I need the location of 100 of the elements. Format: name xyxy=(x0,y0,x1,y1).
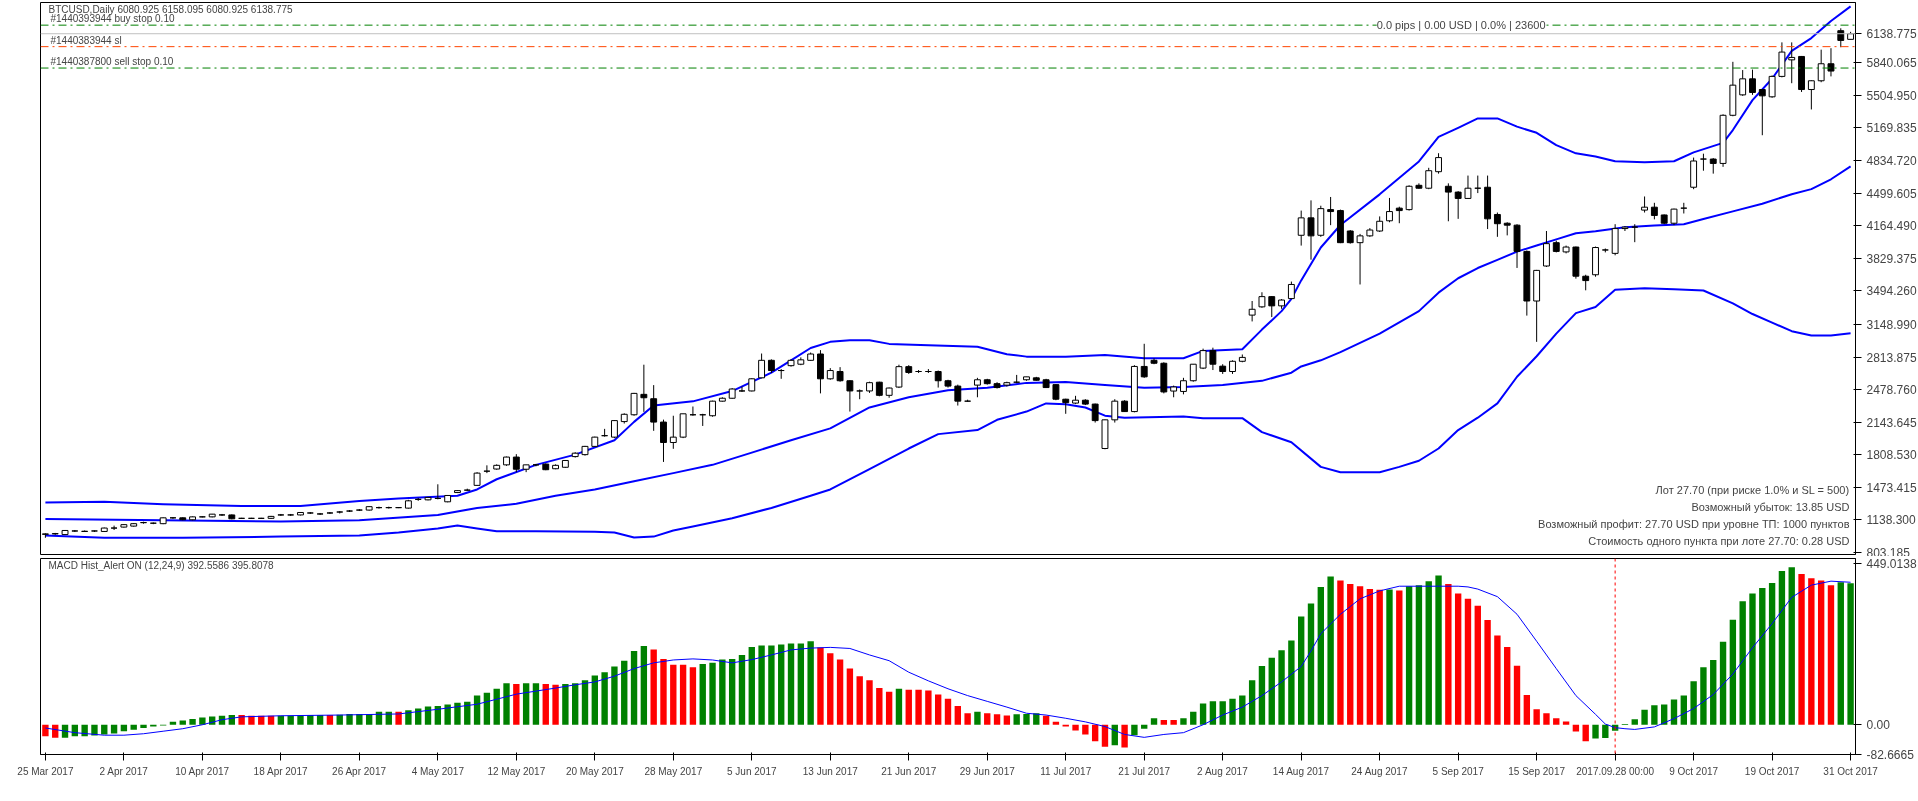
x-tick-label: 11 Jul 2017 xyxy=(1040,765,1092,777)
bar xyxy=(1013,714,1020,725)
bar xyxy=(81,724,88,737)
bar xyxy=(1553,718,1560,725)
bar xyxy=(1484,620,1491,725)
candlestick xyxy=(1405,184,1413,212)
ref-line-label: #1440393944 buy stop 0.10 xyxy=(50,13,175,25)
candlestick xyxy=(1327,196,1335,226)
bar xyxy=(758,645,765,725)
candlestick xyxy=(973,377,981,398)
candlestick xyxy=(1749,69,1756,96)
bar xyxy=(1778,571,1786,725)
bar xyxy=(1150,718,1158,725)
bar xyxy=(1474,605,1481,725)
bar xyxy=(1023,713,1030,725)
annotation: Лот 27.70 (при риске 1.0% и SL = 500) xyxy=(1655,483,1850,496)
bar xyxy=(542,684,549,725)
bar xyxy=(552,684,559,725)
candlestick xyxy=(679,413,687,439)
bar xyxy=(719,659,726,725)
candlestick xyxy=(1268,295,1276,318)
bar xyxy=(1337,580,1344,725)
y-tick-label: 1473.415 xyxy=(1866,480,1917,495)
candlestick xyxy=(1454,190,1462,220)
bar xyxy=(1219,701,1226,725)
bar xyxy=(503,683,510,725)
bar xyxy=(1199,703,1207,725)
bar xyxy=(1759,588,1766,725)
x-tick-label: 14 Aug 2017 xyxy=(1272,765,1330,777)
line-series xyxy=(44,580,1852,738)
bar xyxy=(807,641,814,725)
bar xyxy=(935,694,942,725)
bar xyxy=(699,663,706,725)
x-tick-label: 9 Oct 2017 xyxy=(1669,765,1719,777)
bar xyxy=(179,720,186,725)
y-tick-label: 5169.835 xyxy=(1866,121,1917,136)
bar xyxy=(630,650,638,725)
x-tick-label: 2 Apr 2017 xyxy=(99,765,149,777)
bar xyxy=(1729,619,1737,725)
y-tick-label: 3148.990 xyxy=(1866,317,1917,332)
candlestick xyxy=(758,353,766,379)
candlestick xyxy=(640,364,648,413)
bar xyxy=(1347,584,1354,725)
y-tick-label: 4834.720 xyxy=(1866,154,1917,169)
y-tick-label: 1138.300 xyxy=(1866,513,1916,528)
bar xyxy=(1504,647,1511,725)
x-tick-label: 24 Aug 2017 xyxy=(1351,765,1408,777)
bar xyxy=(1719,641,1727,725)
annotation: Возможный профит: 27.70 USD при уровне ТП: 1000 пунктов xyxy=(1538,517,1850,530)
bar xyxy=(493,688,500,725)
bar xyxy=(532,683,540,725)
bar xyxy=(140,724,147,728)
bar xyxy=(1768,582,1776,725)
bar xyxy=(1288,640,1295,725)
bar xyxy=(1572,724,1580,732)
bar xyxy=(1307,603,1315,725)
bar xyxy=(1180,718,1187,725)
candlestick xyxy=(1209,347,1217,371)
bar xyxy=(1847,583,1854,725)
bar xyxy=(1131,724,1138,736)
x-tick-label: 5 Sep 2017 xyxy=(1432,765,1485,777)
bar xyxy=(1091,724,1099,742)
y-tick-label: 0.00 xyxy=(1866,718,1891,733)
bar xyxy=(768,645,775,725)
x-tick-label: 26 Apr 2017 xyxy=(332,765,387,777)
candlestick xyxy=(1758,88,1766,136)
x-tick-label: 19 Oct 2017 xyxy=(1744,765,1800,777)
bar xyxy=(1268,657,1275,725)
bar xyxy=(454,702,461,725)
y-tick-label: 2143.645 xyxy=(1866,415,1917,430)
candlestick xyxy=(1493,212,1501,238)
bar xyxy=(405,710,412,725)
y-tick-label: 1808.530 xyxy=(1866,448,1917,463)
candlestick xyxy=(1464,175,1472,200)
annotation: Возможный убыток: 13.85 USD xyxy=(1691,500,1850,513)
bar xyxy=(797,643,805,725)
bar xyxy=(728,658,736,725)
annotation: Стоимость одного пункта при лоте 27.70: 0.28 USD xyxy=(1588,534,1850,547)
bar xyxy=(1445,584,1452,725)
bar xyxy=(1239,695,1246,725)
bar xyxy=(964,713,971,725)
bar xyxy=(640,645,648,725)
x-tick-label: 31 Oct 2017 xyxy=(1823,765,1879,777)
bar xyxy=(1170,720,1177,725)
candlestick xyxy=(1140,343,1148,379)
bar xyxy=(1533,709,1540,725)
bar xyxy=(1278,650,1285,725)
bar xyxy=(169,721,177,725)
candlestick xyxy=(1111,398,1119,424)
ref-line-label: #1440383944 sl xyxy=(50,34,122,46)
bar xyxy=(1405,586,1413,725)
bar xyxy=(1543,713,1550,725)
bar xyxy=(787,643,795,725)
bar xyxy=(297,715,304,725)
bar xyxy=(748,647,755,725)
bar xyxy=(483,692,491,725)
bar xyxy=(1072,724,1079,731)
bar xyxy=(1425,581,1432,725)
bar xyxy=(42,724,49,737)
y-tick-label: 3494.260 xyxy=(1866,284,1917,299)
